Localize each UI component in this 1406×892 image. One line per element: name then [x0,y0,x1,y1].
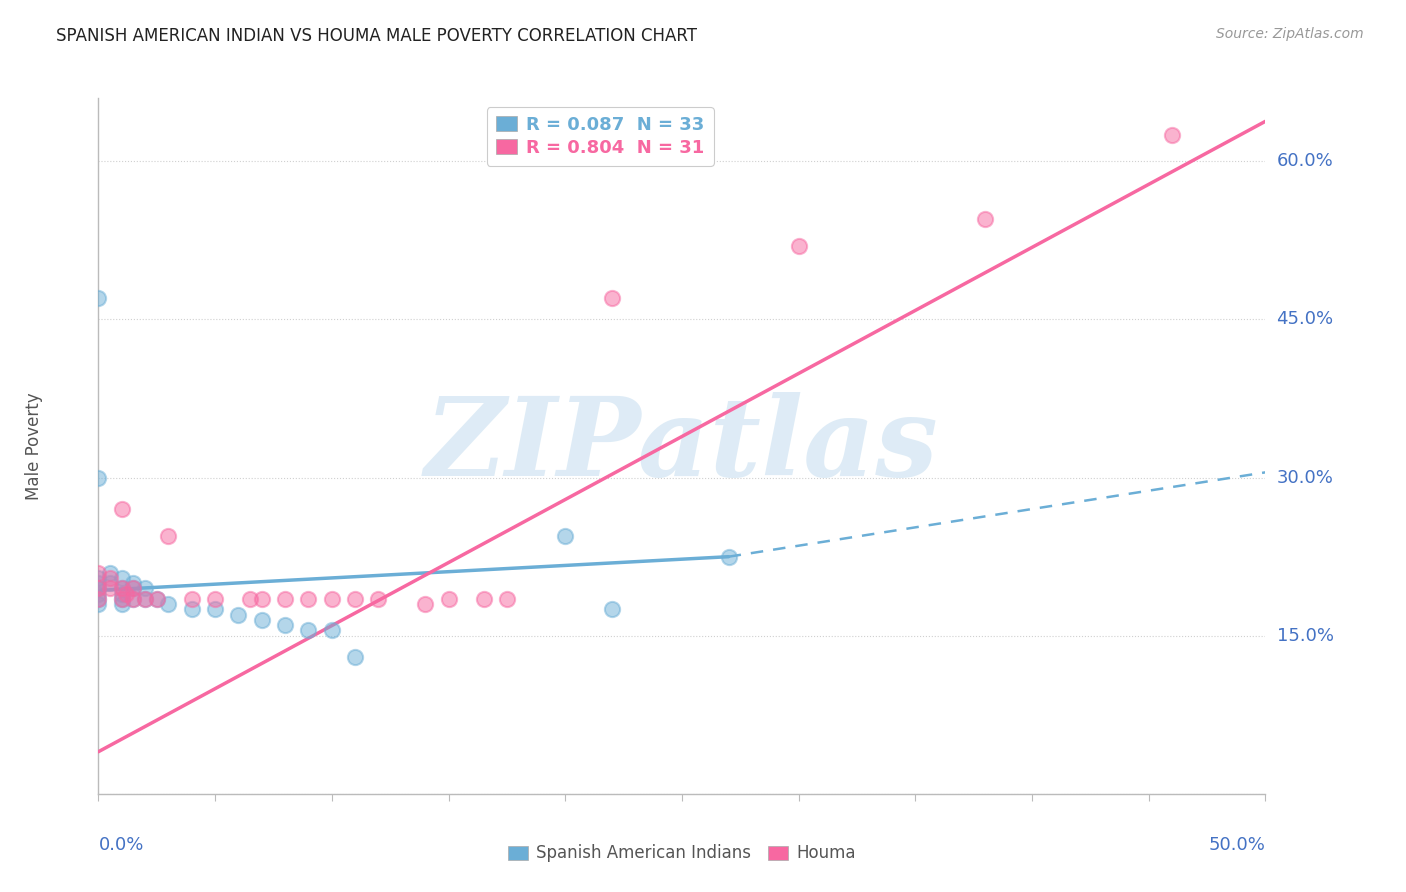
Point [134,582,156,596]
Point [111,597,134,611]
Point [111,571,134,585]
Point [98,571,121,585]
Legend: Spanish American Indians, Houma: Spanish American Indians, Houma [502,838,862,869]
Point [204,591,226,606]
Text: 50.0%: 50.0% [1209,836,1265,854]
Point [157,528,180,542]
Point [87,292,110,306]
Point [495,591,517,606]
Text: 45.0%: 45.0% [1277,310,1334,328]
Point [122,576,145,591]
Point [87,582,110,596]
Point [157,597,180,611]
Point [600,602,623,616]
Point [180,602,202,616]
Point [122,582,145,596]
Point [274,591,297,606]
Text: 30.0%: 30.0% [1277,468,1333,487]
Point [274,618,297,632]
Point [204,602,226,616]
Point [180,591,202,606]
Point [321,591,343,606]
Point [437,591,460,606]
Point [87,582,110,596]
Point [87,597,110,611]
Point [228,607,250,622]
Point [87,586,110,600]
Point [600,292,623,306]
Point [974,212,997,227]
Text: 60.0%: 60.0% [1277,153,1333,170]
Point [87,566,110,580]
Point [111,591,134,606]
Point [134,591,156,606]
Point [98,582,121,596]
Point [321,624,343,638]
Text: 0.0%: 0.0% [98,836,143,854]
Point [146,591,169,606]
Point [787,238,810,252]
Point [98,566,121,580]
Point [87,591,110,606]
Text: ZIPatlas: ZIPatlas [425,392,939,500]
Point [111,582,134,596]
Text: 15.0%: 15.0% [1277,627,1333,645]
Point [1161,128,1184,142]
Point [146,591,169,606]
Point [98,576,121,591]
Text: SPANISH AMERICAN INDIAN VS HOUMA MALE POVERTY CORRELATION CHART: SPANISH AMERICAN INDIAN VS HOUMA MALE PO… [56,27,697,45]
Point [344,649,367,664]
Point [297,624,319,638]
Point [250,613,273,627]
Point [87,591,110,606]
Point [134,591,156,606]
Point [554,528,576,542]
Point [239,591,262,606]
Point [717,549,740,564]
Point [413,597,436,611]
Point [111,582,134,596]
Point [87,576,110,591]
Point [250,591,273,606]
Point [122,591,145,606]
Point [367,591,389,606]
Point [297,591,319,606]
Point [122,591,145,606]
Point [111,502,134,516]
Point [87,571,110,585]
Point [122,582,145,596]
Point [111,591,134,606]
Point [115,586,138,600]
Text: Source: ZipAtlas.com: Source: ZipAtlas.com [1216,27,1364,41]
Point [87,470,110,484]
Text: Male Poverty: Male Poverty [25,392,44,500]
Point [472,591,495,606]
Point [344,591,367,606]
Point [111,586,134,600]
